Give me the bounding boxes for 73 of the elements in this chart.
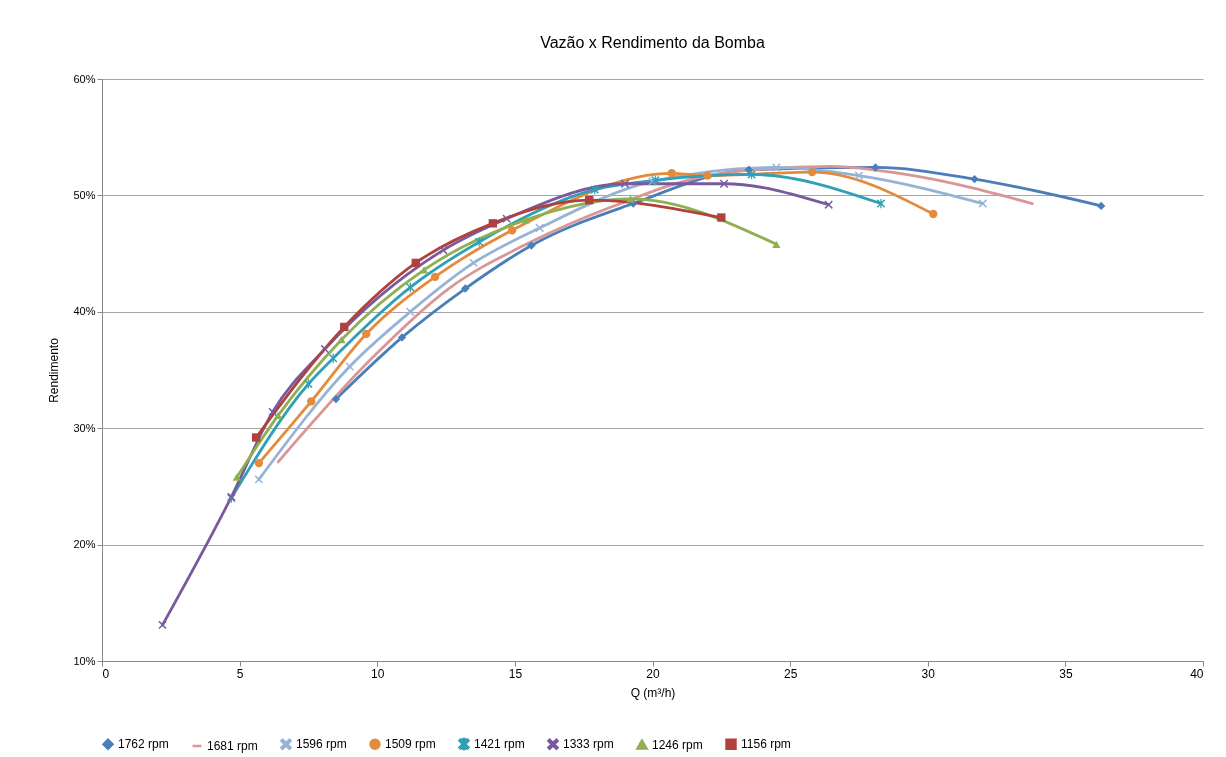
point [439,245,448,255]
point [535,223,544,233]
y-tick-label: 20% [73,538,96,551]
y-tick-label: 10% [73,654,96,667]
legend-label: 1156 rpm [741,737,791,752]
y-tick-label: 30% [73,421,96,434]
point [254,458,264,468]
point [273,411,283,420]
point [397,333,407,342]
point [430,272,440,282]
point [158,620,167,630]
point [521,216,531,224]
point [1096,201,1106,211]
point [320,344,330,354]
point [268,407,277,417]
point [337,336,346,344]
x-tick-label: 10 [371,666,385,681]
point [871,163,880,172]
x-tick-label: 30 [921,666,936,681]
point [507,226,517,235]
point [717,213,726,222]
x-tick-label: 15 [508,666,523,681]
point [362,329,371,339]
y-axis-title: Rendimento [47,337,62,403]
point [824,200,833,209]
point [502,214,511,223]
x-tick-label: 20 [646,666,660,681]
point [978,199,987,208]
x-tick-label: 40 [1190,666,1204,681]
x-tick-label: 25 [783,666,798,681]
point [307,397,316,406]
legend-label: 1681 rpm [207,739,258,753]
point [929,209,938,219]
point [527,241,536,250]
legend-label: 1246 rpm [652,737,703,752]
point [585,195,594,205]
y-tick-label: 50% [73,188,96,201]
point [719,179,729,188]
y-tick-label: 40% [73,305,96,318]
chart-title: Vazão x Rendimento da Bomba [540,34,765,51]
point [331,394,341,404]
point [488,219,498,228]
point [474,237,484,247]
point [469,258,478,268]
legend-label: 1762 rpm [118,737,169,752]
point [807,167,817,177]
x-tick-label: 35 [1059,666,1073,681]
point [411,258,420,268]
point [772,163,781,172]
point [232,473,242,481]
point [970,174,979,184]
legend-label: 1596 rpm [296,737,347,752]
point [747,169,756,180]
point [251,433,261,442]
point [854,171,864,180]
x-tick-label: 5 [236,666,244,681]
point [703,171,712,180]
point [876,198,886,209]
point [461,284,470,293]
point [772,240,781,248]
point [340,322,349,332]
point [667,169,676,178]
x-axis-title: Q (m³/h) [630,685,676,700]
legend-label: 1509 rpm [385,737,436,752]
x-tick-label: 0 [102,666,110,681]
legend-label: 1333 rpm [563,737,614,752]
point [406,307,415,316]
point [345,362,354,371]
legend-label: 1421 rpm [474,737,525,752]
point [626,195,635,203]
y-tick-label: 60% [73,72,96,85]
point [620,179,630,188]
point [254,475,264,484]
